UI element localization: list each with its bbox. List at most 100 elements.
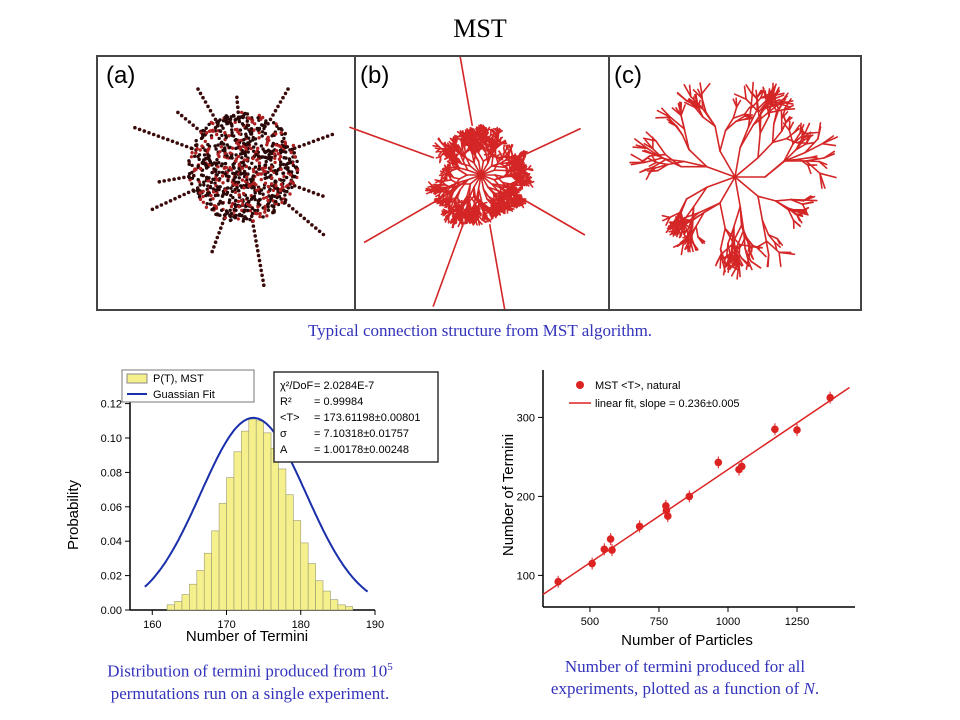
tree-branch — [503, 183, 515, 187]
tree-branch — [679, 235, 689, 244]
histogram-ytick-label: 0.02 — [101, 571, 122, 583]
particle — [176, 110, 180, 115]
particle — [157, 180, 162, 184]
particle — [224, 135, 228, 140]
tree-branch — [738, 262, 741, 278]
tree-branch — [438, 147, 447, 150]
particle — [204, 156, 208, 161]
particle — [245, 123, 250, 128]
scatter-xtick-label: 1250 — [785, 616, 809, 628]
particle — [302, 187, 306, 191]
particle — [256, 128, 260, 132]
tree-branch — [448, 140, 452, 145]
particle — [242, 186, 246, 190]
particle — [314, 226, 318, 230]
tree-branch — [514, 194, 519, 198]
tree-branch — [493, 161, 499, 171]
particle — [204, 131, 209, 135]
particle — [236, 199, 241, 204]
tree-branch — [696, 104, 704, 118]
tree-branch — [483, 147, 490, 151]
particle — [212, 245, 216, 249]
tree-branch — [635, 144, 649, 150]
tree-branch — [477, 151, 485, 162]
particle — [230, 146, 235, 150]
particle — [189, 155, 194, 159]
tree-branch — [490, 214, 494, 219]
tree-branch — [681, 218, 686, 230]
tree-branch — [515, 201, 520, 206]
tree-branch — [732, 242, 737, 258]
tree-branch — [438, 184, 443, 188]
particle — [254, 153, 258, 157]
particle — [214, 168, 218, 172]
tree-branch — [783, 143, 794, 162]
tree-branch — [466, 183, 472, 197]
particle — [155, 205, 159, 209]
tree-branch — [719, 176, 736, 204]
tree-branch — [794, 213, 804, 218]
particle — [215, 235, 220, 240]
particle — [283, 91, 288, 96]
particle — [252, 181, 257, 185]
particle — [208, 198, 213, 202]
particle — [217, 161, 221, 165]
histogram-caption: Distribution of termini produced from 10… — [20, 656, 480, 705]
tree-branch — [498, 197, 504, 204]
particle — [235, 186, 239, 190]
particle — [310, 223, 314, 227]
particle — [274, 149, 279, 153]
tree-branch — [759, 111, 762, 134]
particle — [283, 141, 288, 146]
histogram-bar — [293, 520, 302, 611]
tree-branch — [747, 107, 752, 128]
particle — [239, 172, 243, 176]
particle — [297, 144, 302, 149]
particle — [203, 148, 207, 152]
histogram-bar — [211, 530, 220, 611]
tree-branch — [745, 98, 760, 113]
tree-branch — [783, 98, 792, 111]
scatter-xlabel: Number of Particles — [621, 632, 753, 649]
particle — [216, 193, 220, 197]
tree-branch — [702, 116, 716, 127]
histogram-ticks: 160 170 180 190 0.00 0.02 0.04 0.06 0.08 0.10 0.12 — [101, 399, 385, 631]
particle — [261, 115, 265, 120]
particle — [204, 164, 208, 168]
particle — [281, 162, 286, 167]
particle — [240, 156, 244, 160]
histogram-bars — [166, 418, 354, 611]
tree-branch — [771, 94, 785, 101]
particle — [258, 214, 262, 219]
particle — [278, 100, 283, 104]
tree-branch — [458, 167, 469, 171]
particle — [211, 197, 215, 201]
tree-branch — [484, 137, 489, 142]
particle — [192, 173, 196, 178]
particle — [209, 180, 214, 185]
particle — [321, 194, 325, 198]
tree-branch — [714, 125, 721, 152]
particle — [286, 161, 290, 166]
histogram-bar — [270, 448, 279, 611]
particle — [234, 198, 238, 203]
tree-branch — [514, 171, 524, 174]
particle — [302, 216, 307, 221]
tree-branch — [499, 136, 504, 141]
particle — [247, 166, 252, 170]
particle — [249, 127, 254, 131]
particle — [215, 158, 219, 162]
particle — [206, 148, 210, 152]
tree-branch — [440, 176, 446, 180]
particle — [244, 132, 248, 136]
particle — [191, 123, 195, 127]
particle — [233, 127, 238, 132]
particle — [253, 197, 257, 202]
particle — [287, 170, 291, 174]
particle — [263, 169, 267, 174]
tree-branch — [479, 134, 484, 139]
tree-branch — [493, 179, 502, 188]
tree-branch — [648, 161, 658, 167]
particle — [259, 172, 264, 176]
tree-branch — [469, 215, 473, 221]
